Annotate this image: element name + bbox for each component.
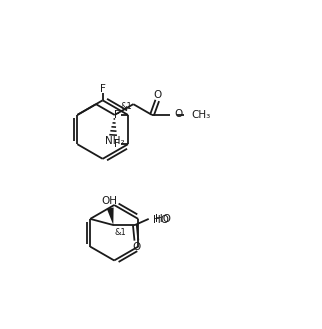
Polygon shape xyxy=(107,208,114,225)
Text: F: F xyxy=(114,110,119,120)
Text: O: O xyxy=(174,109,183,119)
Text: OH: OH xyxy=(101,196,118,206)
Text: HO: HO xyxy=(153,215,169,225)
Text: F: F xyxy=(114,139,119,149)
Text: &1: &1 xyxy=(120,102,132,111)
Text: O: O xyxy=(132,241,140,252)
Text: NH₂: NH₂ xyxy=(105,136,125,146)
Text: &1: &1 xyxy=(115,228,127,237)
Text: HO: HO xyxy=(155,214,171,224)
Text: O: O xyxy=(153,90,161,100)
Text: CH₃: CH₃ xyxy=(191,110,211,120)
Text: F: F xyxy=(100,84,106,94)
